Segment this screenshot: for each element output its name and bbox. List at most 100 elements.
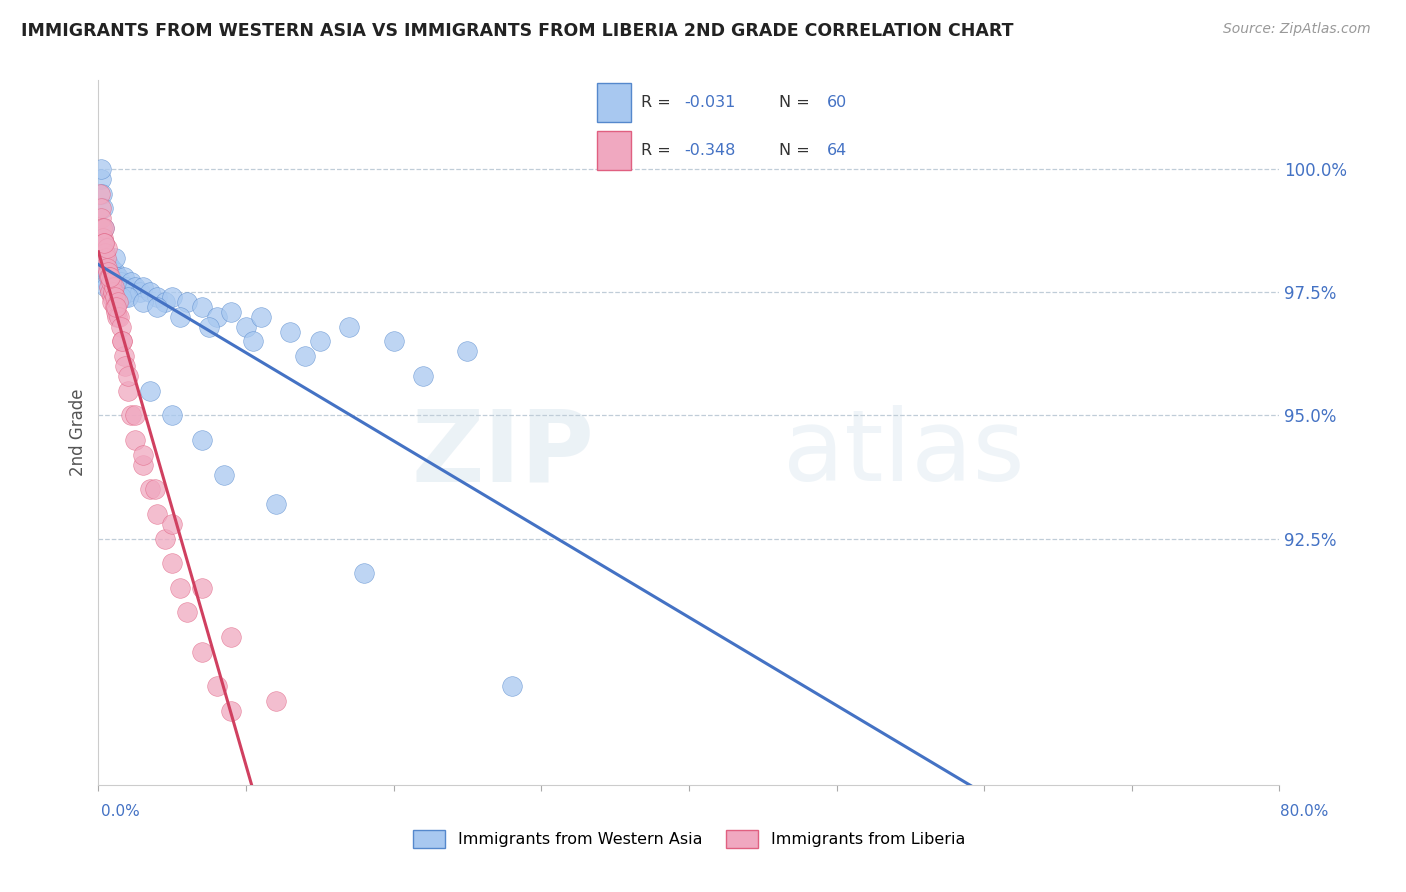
Point — [104, 300, 127, 314]
Point — [139, 483, 162, 497]
Point — [101, 285, 124, 300]
Text: 0.0%: 0.0% — [101, 805, 141, 819]
Point — [191, 645, 214, 659]
Point — [100, 260, 122, 275]
Point — [108, 310, 131, 324]
Point — [94, 245, 117, 260]
Point — [97, 270, 120, 285]
Point — [146, 507, 169, 521]
Point — [104, 290, 127, 304]
Point — [110, 276, 132, 290]
Point — [162, 409, 183, 423]
Point — [100, 290, 122, 304]
Point — [176, 295, 198, 310]
Point — [97, 265, 120, 279]
Point — [169, 310, 191, 324]
Point — [96, 265, 118, 279]
Point — [132, 458, 155, 472]
Point — [90, 171, 112, 186]
Point — [339, 319, 361, 334]
Point — [139, 285, 162, 300]
Point — [93, 235, 115, 250]
Point — [111, 334, 134, 349]
Text: N =: N = — [779, 95, 815, 110]
Point — [105, 300, 128, 314]
Point — [117, 368, 139, 383]
Point — [114, 290, 136, 304]
Point — [143, 483, 166, 497]
Point — [91, 186, 114, 201]
Y-axis label: 2nd Grade: 2nd Grade — [69, 389, 87, 476]
Point — [96, 241, 118, 255]
Point — [103, 280, 125, 294]
Point — [309, 334, 332, 349]
Point — [90, 202, 112, 216]
Point — [98, 280, 121, 294]
Text: IMMIGRANTS FROM WESTERN ASIA VS IMMIGRANTS FROM LIBERIA 2ND GRADE CORRELATION CH: IMMIGRANTS FROM WESTERN ASIA VS IMMIGRAN… — [21, 22, 1014, 40]
Point — [98, 280, 121, 294]
Bar — [598, 131, 631, 170]
Point — [93, 235, 115, 250]
Point — [98, 265, 121, 279]
Point — [124, 433, 146, 447]
Point — [191, 581, 214, 595]
Point — [97, 270, 120, 285]
Text: atlas: atlas — [783, 405, 1025, 502]
Point — [382, 334, 405, 349]
Point — [103, 285, 125, 300]
Point — [98, 285, 121, 300]
Point — [132, 448, 155, 462]
Point — [105, 285, 128, 300]
Point — [111, 334, 134, 349]
Point — [90, 161, 112, 176]
Point — [97, 255, 120, 269]
Point — [132, 280, 155, 294]
Point — [250, 310, 273, 324]
Point — [294, 349, 316, 363]
Bar — [598, 83, 631, 122]
Point — [117, 285, 139, 300]
Point — [264, 694, 287, 708]
Point — [221, 704, 243, 718]
Point — [104, 265, 127, 279]
Point — [198, 319, 221, 334]
Point — [128, 285, 150, 300]
Point — [103, 270, 125, 285]
Point — [191, 433, 214, 447]
Point — [108, 280, 131, 294]
Point — [205, 680, 228, 694]
Point — [176, 606, 198, 620]
Point — [153, 532, 176, 546]
Point — [98, 270, 121, 285]
Point — [353, 566, 375, 580]
Point — [110, 319, 132, 334]
Point — [191, 300, 214, 314]
Point — [94, 280, 117, 294]
Point — [124, 409, 146, 423]
Point — [280, 325, 302, 339]
Point — [153, 295, 176, 310]
Text: N =: N = — [779, 144, 815, 158]
Point — [132, 295, 155, 310]
Point — [124, 280, 146, 294]
Point — [120, 276, 142, 290]
Text: 64: 64 — [827, 144, 846, 158]
Point — [91, 231, 114, 245]
Point — [107, 295, 129, 310]
Point — [101, 295, 124, 310]
Text: 60: 60 — [827, 95, 846, 110]
Point — [162, 290, 183, 304]
Point — [146, 300, 169, 314]
Legend: Immigrants from Western Asia, Immigrants from Liberia: Immigrants from Western Asia, Immigrants… — [406, 823, 972, 855]
Point — [93, 235, 115, 250]
Point — [120, 409, 142, 423]
Point — [94, 245, 117, 260]
Point — [115, 280, 138, 294]
Point — [112, 270, 135, 285]
Point — [104, 251, 127, 265]
Point — [90, 211, 112, 226]
Text: 80.0%: 80.0% — [1281, 805, 1329, 819]
Point — [501, 680, 523, 694]
Point — [169, 581, 191, 595]
Point — [205, 310, 228, 324]
